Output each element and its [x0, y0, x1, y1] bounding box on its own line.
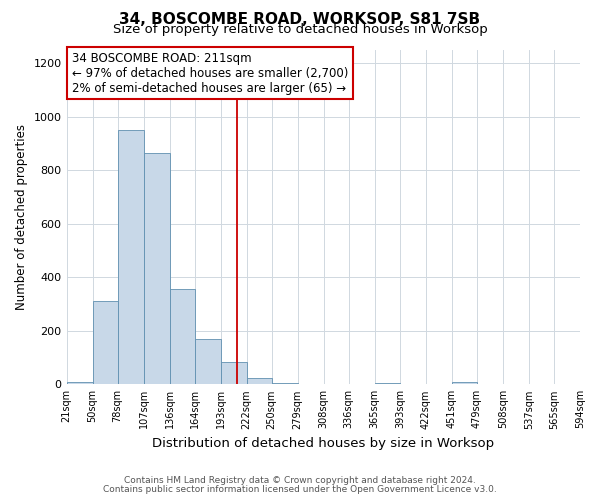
X-axis label: Distribution of detached houses by size in Worksop: Distribution of detached houses by size …	[152, 437, 494, 450]
Text: Contains public sector information licensed under the Open Government Licence v3: Contains public sector information licen…	[103, 485, 497, 494]
Bar	[452, 382, 477, 384]
Bar	[143, 153, 170, 384]
Text: Size of property relative to detached houses in Worksop: Size of property relative to detached ho…	[113, 23, 487, 36]
Bar	[375, 383, 400, 384]
Bar	[92, 302, 118, 384]
Y-axis label: Number of detached properties: Number of detached properties	[15, 124, 28, 310]
Text: 34, BOSCOMBE ROAD, WORKSOP, S81 7SB: 34, BOSCOMBE ROAD, WORKSOP, S81 7SB	[119, 12, 481, 28]
Bar	[118, 130, 143, 384]
Bar	[247, 378, 272, 384]
Bar	[194, 339, 221, 384]
Text: 34 BOSCOMBE ROAD: 211sqm
← 97% of detached houses are smaller (2,700)
2% of semi: 34 BOSCOMBE ROAD: 211sqm ← 97% of detach…	[71, 52, 348, 94]
Bar	[221, 362, 247, 384]
Bar	[67, 382, 92, 384]
Bar	[272, 383, 298, 384]
Bar	[170, 290, 194, 384]
Text: Contains HM Land Registry data © Crown copyright and database right 2024.: Contains HM Land Registry data © Crown c…	[124, 476, 476, 485]
